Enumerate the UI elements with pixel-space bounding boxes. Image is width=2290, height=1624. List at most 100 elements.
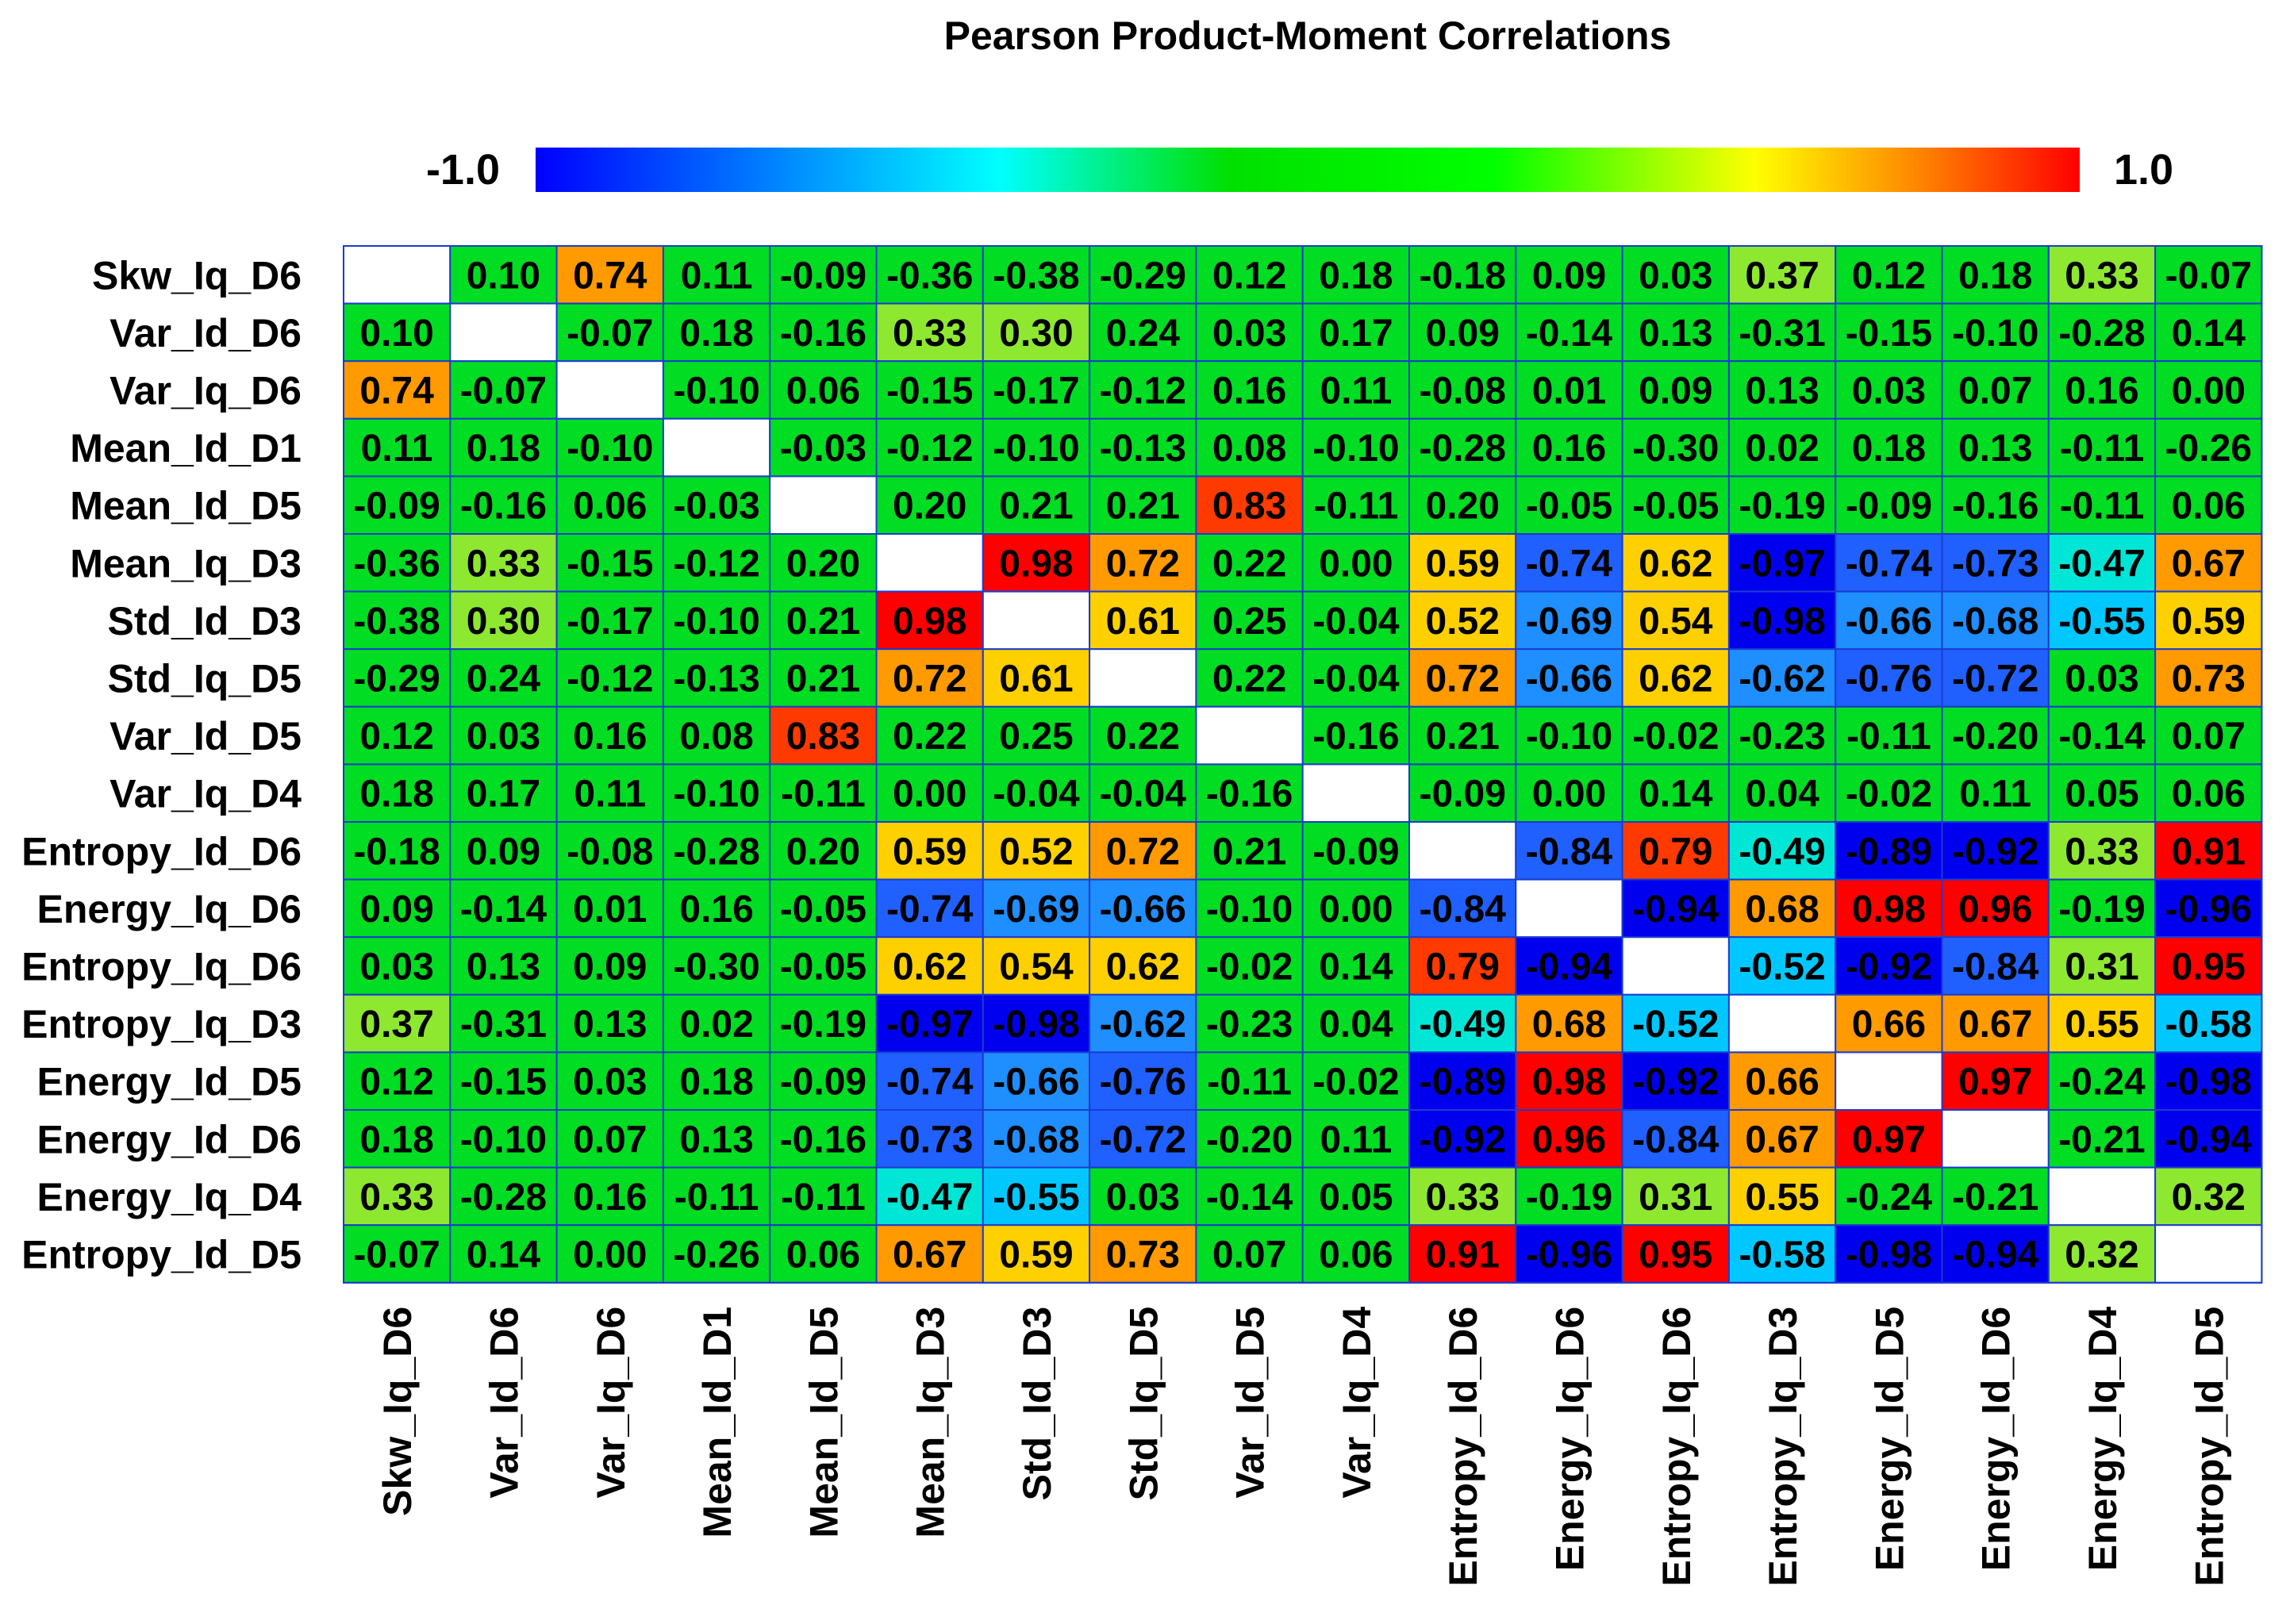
cell-value-label: -0.05 [780,946,866,989]
row-labels: Skw_Iq_D6 Var_Id_D6 Var_Iq_D6 Mean_Id_D1 Mea… [21,253,302,1277]
heatmap-cell [875,360,984,420]
heatmap-cell [769,648,878,708]
cell-value-label: 0.73 [1106,1234,1180,1277]
column-label: Mean_Id_D1 [695,1307,740,1538]
cell-value-label: -0.10 [673,774,759,816]
heatmap-cell [1195,1224,1304,1284]
cell-value-label: -0.20 [1952,716,2038,758]
cell-value-label: 0.06 [786,1234,860,1277]
heatmap-cell [662,417,771,478]
column-label: Std_Id_D3 [1015,1307,1059,1501]
cell-value-label: -0.23 [1739,716,1825,758]
heatmap-cell [1515,1224,1623,1284]
heatmap-cell [1621,533,1730,593]
cell-value-label: -0.12 [1100,370,1186,413]
cell-value-label: 0.11 [574,774,646,816]
heatmap-cell [1835,417,1943,478]
column-label: Std_Iq_D5 [1121,1307,1166,1501]
cell-value-label: -0.02 [1846,774,1932,816]
cell-value-label: -0.11 [781,1177,866,1219]
cell-value-label: -0.72 [1952,658,2038,701]
cell-value-label: -0.38 [353,601,440,643]
heatmap-cell [982,475,1091,536]
cell-value-label: 0.21 [786,658,860,701]
cell-value-label: 0.55 [2065,1004,2138,1046]
cell-value-label: -0.11 [1314,486,1399,528]
cell-value-label: 0.02 [679,1004,753,1046]
heatmap-cell [343,648,451,708]
cell-value-label: -0.10 [993,428,1079,470]
heatmap-cell [769,475,878,536]
cell-value-label: -0.15 [886,370,973,413]
cell-value-label: 0.91 [1425,1234,1499,1277]
cell-value-label: -0.89 [1846,831,1932,873]
cell-value-label: -0.74 [886,889,974,931]
heatmap-cell [1408,1051,1517,1111]
heatmap-cell [1408,360,1517,420]
heatmap-cell [1195,302,1304,363]
cell-value-label: -0.84 [1419,889,1506,931]
row-label: Entropy_Id_D6 [21,829,302,873]
cell-value-label: 0.59 [2172,601,2246,643]
column-label: Entropy_Iq_D3 [1761,1307,1805,1587]
cell-value-label: -0.11 [1846,716,1931,758]
cell-value-label: 0.16 [2065,370,2138,413]
heatmap-cell [2154,302,2263,363]
heatmap-cell [449,821,558,881]
heatmap-cell [1195,648,1304,708]
heatmap-cell [1941,821,2050,881]
cell-value-label: -0.84 [1952,946,2039,989]
cell-value-label: -0.02 [1206,946,1293,989]
cell-value-label: -0.19 [780,1004,866,1046]
row-label: Entropy_Iq_D6 [21,945,302,989]
cell-value-label: 0.13 [1958,428,2032,470]
row-label: Entropy_Iq_D3 [21,1002,302,1046]
heatmap-cell [875,936,984,996]
cell-value-label: -0.10 [1952,313,2038,355]
heatmap-cell [1089,1051,1197,1111]
cell-value-label: 0.24 [467,658,541,701]
cell-value-label: -0.55 [993,1177,1079,1219]
cell-value-label: -0.28 [1419,428,1505,470]
cell-value-label: 0.07 [1958,370,2032,413]
cell-value-label: 0.16 [1532,428,1606,470]
heatmap-cell [1621,360,1730,420]
cell-value-label: 0.22 [1212,543,1286,585]
heatmap-cell [875,1166,984,1227]
heatmap-cell [1835,1109,1943,1169]
cell-value-label: -0.68 [993,1119,1079,1161]
heatmap-cell [662,705,771,766]
cell-value-label: 0.08 [1212,428,1286,470]
cell-value-label: 0.00 [2172,370,2246,413]
heatmap-cell [1408,705,1517,766]
heatmap-cell [555,302,664,363]
cell-value-label: 0.66 [1745,1062,1819,1104]
heatmap-cell [2047,1051,2157,1111]
heatmap-cell [1408,1109,1517,1169]
cell-value-label: -0.10 [673,601,759,643]
heatmap-cell [2154,878,2263,939]
heatmap-cell [982,590,1091,651]
cell-value-label: 0.67 [2172,543,2246,585]
row-label: Energy_Iq_D6 [37,887,302,931]
heatmap-cell [875,648,984,708]
cell-value-label: 0.03 [467,716,540,758]
heatmap-cell [449,475,558,536]
cell-value-label: 0.72 [1106,831,1180,873]
cell-value-label: -0.21 [1952,1177,2038,1219]
heatmap-cell [1727,360,1837,420]
cell-value-label: -0.47 [2058,543,2145,585]
heatmap-cell [2154,936,2263,996]
heatmap-cell [343,936,451,996]
cell-value-label: 0.62 [1639,658,1712,701]
heatmap-cell [2154,590,2263,651]
cell-value-label: 0.21 [1212,831,1286,873]
cell-value-label: -0.14 [1206,1177,1293,1219]
column-label: Entropy_Iq_D6 [1654,1307,1699,1587]
cell-value-label: 0.59 [1425,543,1499,585]
heatmap-cell [343,705,451,766]
row-label: Var_Id_D5 [110,714,302,758]
cell-value-label: -0.98 [993,1004,1079,1046]
heatmap-cell [449,648,558,708]
cell-value-label: 0.67 [893,1234,966,1277]
